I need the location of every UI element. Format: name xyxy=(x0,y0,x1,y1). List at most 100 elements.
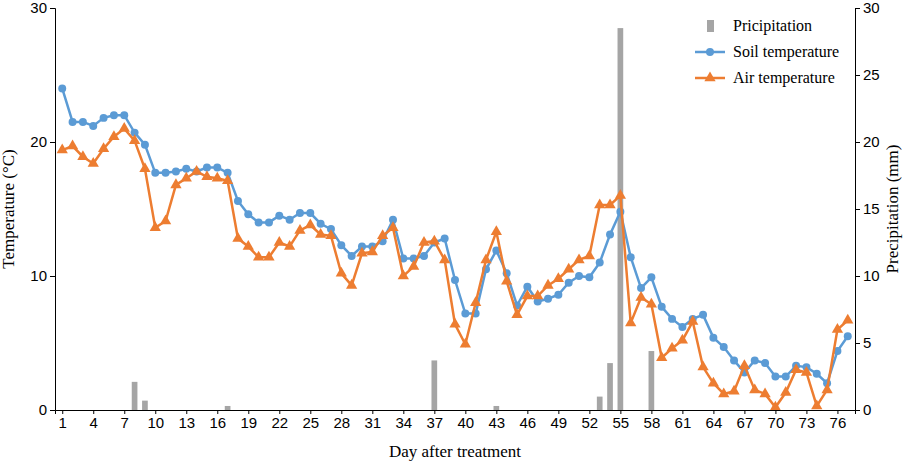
marker xyxy=(418,236,429,246)
marker xyxy=(151,169,159,177)
marker xyxy=(89,122,97,130)
tick-label: 10 xyxy=(30,267,47,284)
marker xyxy=(749,383,760,393)
bar xyxy=(638,410,644,411)
bar xyxy=(59,410,65,411)
bar xyxy=(504,410,510,411)
tick-label: 73 xyxy=(799,414,816,431)
marker xyxy=(79,118,87,126)
marker xyxy=(108,130,119,140)
marker xyxy=(439,253,450,263)
marker xyxy=(501,275,512,285)
marker xyxy=(844,332,852,340)
bar xyxy=(431,360,437,410)
bar xyxy=(369,410,375,411)
marker xyxy=(253,251,264,261)
marker xyxy=(801,366,812,376)
marker xyxy=(770,401,781,410)
marker xyxy=(57,144,68,154)
marker xyxy=(565,279,573,287)
marker xyxy=(511,308,522,318)
marker xyxy=(460,338,471,348)
marker xyxy=(387,221,398,231)
bar xyxy=(576,410,582,411)
marker xyxy=(213,163,221,171)
marker xyxy=(337,241,345,249)
tick: 1 xyxy=(59,410,67,431)
marker xyxy=(255,218,263,226)
marker xyxy=(100,114,108,122)
tick-label: 61 xyxy=(675,414,692,431)
tick-label: 37 xyxy=(426,414,443,431)
marker xyxy=(408,260,419,270)
marker xyxy=(275,212,283,220)
marker xyxy=(708,377,719,387)
tick-mark xyxy=(855,209,860,210)
tick: 49 xyxy=(551,410,568,431)
tick-mark xyxy=(855,343,860,344)
tick-label: 25 xyxy=(302,414,319,431)
marker xyxy=(348,252,356,260)
bar xyxy=(121,410,127,411)
marker xyxy=(635,291,646,301)
tick-label: 28 xyxy=(333,414,350,431)
legend-item: Air temperature xyxy=(695,69,835,87)
marker xyxy=(627,253,635,261)
marker xyxy=(232,232,243,242)
bar xyxy=(297,410,303,411)
marker xyxy=(656,351,667,361)
bar xyxy=(535,410,541,411)
bar xyxy=(462,410,468,411)
marker xyxy=(234,197,242,205)
marker xyxy=(296,209,304,217)
marker xyxy=(286,216,294,224)
legend-label: Pricipitation xyxy=(733,17,812,35)
bar xyxy=(359,410,365,411)
marker xyxy=(585,273,593,281)
y-axis: 0102030 xyxy=(30,0,55,418)
bar xyxy=(111,410,117,411)
marker xyxy=(842,314,853,324)
tick-label: 0 xyxy=(39,401,47,418)
bar xyxy=(173,410,179,411)
marker xyxy=(212,172,223,182)
marker xyxy=(718,387,729,397)
marker xyxy=(170,178,181,188)
y-axis-line xyxy=(50,9,56,411)
bar xyxy=(607,363,613,410)
marker xyxy=(110,111,118,119)
tick-mark xyxy=(50,410,55,411)
marker xyxy=(575,272,583,280)
chart: 1471013161922252831343740434649525558616… xyxy=(0,0,908,469)
bar xyxy=(473,410,479,411)
marker xyxy=(832,323,843,333)
marker xyxy=(263,251,274,261)
bar xyxy=(483,410,489,411)
bar xyxy=(494,406,500,410)
tick-label: 64 xyxy=(706,414,723,431)
tick-label: 49 xyxy=(551,414,568,431)
tick: 76 xyxy=(830,410,847,431)
tick-label: 76 xyxy=(830,414,847,431)
bar xyxy=(287,410,293,411)
tick: 22 xyxy=(271,410,288,431)
tick: 28 xyxy=(333,410,350,431)
bar xyxy=(307,410,313,411)
tick-label: 30 xyxy=(30,0,47,16)
marker xyxy=(139,162,150,172)
marker xyxy=(821,383,832,393)
marker xyxy=(780,386,791,396)
bar xyxy=(783,410,789,411)
bar xyxy=(70,410,76,411)
legend-label: Soil temperature xyxy=(733,43,839,61)
bar-series xyxy=(132,28,654,410)
bar xyxy=(380,410,386,411)
tick: 13 xyxy=(178,410,195,431)
tick: 20 xyxy=(855,133,880,150)
marker xyxy=(553,272,564,282)
marker xyxy=(811,399,822,409)
marker xyxy=(429,235,440,245)
marker xyxy=(584,249,595,259)
tick-label: 4 xyxy=(90,414,98,431)
tick-label: 55 xyxy=(613,414,630,431)
